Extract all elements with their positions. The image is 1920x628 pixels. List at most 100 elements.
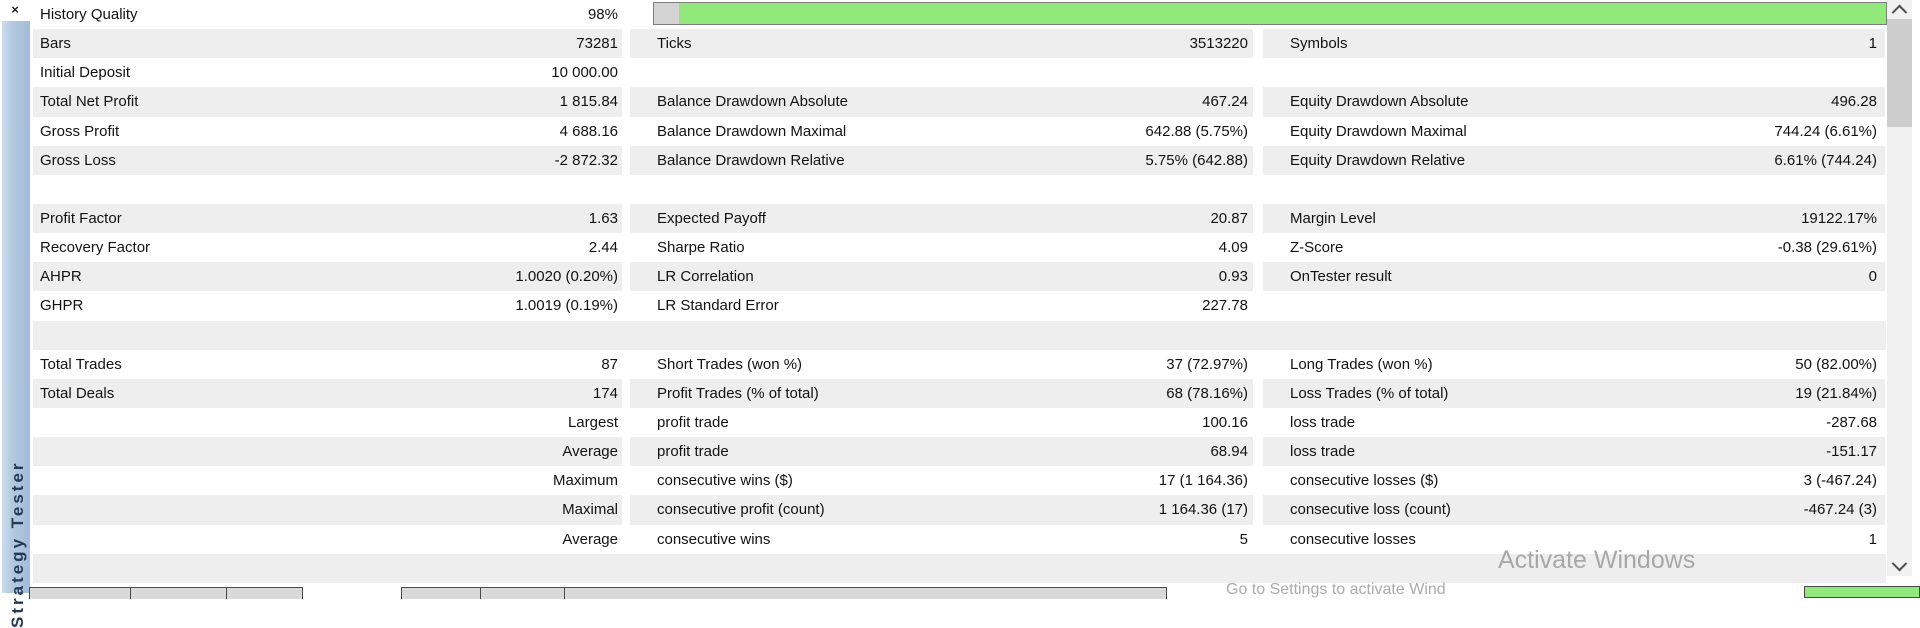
stat-value: 19122.17% [1801, 210, 1877, 228]
panel-title: Strategy Tester [8, 460, 27, 628]
stat-cell: Equity Drawdown Maximal 744.24 (6.61%) [1263, 117, 1885, 146]
close-button[interactable]: × [0, 0, 30, 21]
column-divider [564, 588, 565, 599]
stat-value: 1.0019 (0.19%) [515, 297, 618, 315]
stat-cell: loss trade -151.17 [1263, 437, 1885, 467]
stat-cell: Total Trades 87 [33, 350, 622, 379]
scroll-up-button[interactable] [1887, 0, 1912, 21]
stat-value: 744.24 (6.61%) [1774, 122, 1877, 140]
stat-cell: consecutive losses ($) 3 (-467.24) [1263, 466, 1885, 495]
stat-label: Loss Trades (% of total) [1290, 384, 1449, 402]
table-row: Profit Factor 1.63 Expected Payoff 20.87 Mar… [33, 203, 1886, 234]
stat-cell: Balance Drawdown Maximal 642.88 (5.75%) [630, 117, 1253, 146]
stat-value: 642.88 (5.75%) [1145, 122, 1248, 140]
stat-value: Average [562, 443, 618, 461]
stat-cell: Profit Factor 1.63 [33, 203, 622, 234]
stat-cell: Symbols 1 [1263, 29, 1885, 59]
scroll-down-button[interactable] [1887, 555, 1912, 576]
stat-label: profit trade [657, 414, 729, 432]
stat-cell: Equity Drawdown Relative 6.61% (744.24) [1263, 145, 1885, 175]
stat-value: 1 [1868, 530, 1877, 548]
stat-cell: Largest [33, 408, 622, 437]
stat-value: -151.17 [1826, 443, 1877, 461]
stat-value: 227.78 [1202, 297, 1248, 315]
stat-label: Total Net Profit [40, 93, 139, 111]
stat-value: Average [562, 530, 618, 548]
stat-cell: Gross Profit 4 688.16 [33, 117, 622, 146]
scrollbar-thumb[interactable] [1887, 19, 1912, 127]
vertical-scrollbar[interactable] [1887, 0, 1912, 576]
stat-label: Equity Drawdown Maximal [1290, 122, 1467, 140]
table-row: Maximum consecutive wins ($) 17 (1 164.36)… [33, 466, 1886, 495]
stat-cell: AHPR 1.0020 (0.20%) [33, 262, 622, 292]
stat-label: consecutive profit (count) [657, 501, 825, 519]
stat-value: 20.87 [1210, 210, 1248, 228]
stat-cell: consecutive losses 1 [1263, 525, 1885, 554]
stat-cell: Average [33, 525, 622, 554]
stat-cell: loss trade -287.68 [1263, 408, 1885, 437]
stat-label: Sharpe Ratio [657, 239, 745, 257]
stat-value: 1 [1868, 35, 1877, 53]
stat-cell: Total Deals 174 [33, 378, 622, 408]
stat-cell: profit trade 68.94 [630, 437, 1253, 467]
stat-cell: Sharpe Ratio 4.09 [630, 233, 1253, 262]
stat-label: Gross Loss [40, 151, 116, 169]
stat-label: Short Trades (won %) [657, 355, 803, 373]
stat-value: 6.61% (744.24) [1774, 151, 1877, 169]
stat-label: Bars [40, 35, 71, 53]
stat-cell: Ticks 3513220 [630, 29, 1253, 59]
stat-value: 3513220 [1189, 35, 1248, 53]
stat-value: -467.24 (3) [1803, 501, 1877, 519]
stat-cell: LR Standard Error 227.78 [630, 291, 1253, 320]
table-row: Maximal consecutive profit (count) 1 164.3… [33, 495, 1886, 525]
stat-label: consecutive losses [1290, 530, 1416, 548]
stat-cell: Z-Score -0.38 (29.61%) [1263, 233, 1885, 262]
stat-label: History Quality [40, 6, 138, 24]
cutoff-table-header-1 [29, 587, 303, 599]
stat-label: Total Trades [40, 355, 122, 373]
chevron-down-icon [1891, 555, 1908, 572]
stat-label: Balance Drawdown Relative [657, 151, 845, 169]
stat-cell: Short Trades (won %) 37 (72.97%) [630, 350, 1253, 379]
table-row: GHPR 1.0019 (0.19%) LR Standard Error 227.7… [33, 291, 1886, 320]
stat-label: Equity Drawdown Absolute [1290, 93, 1469, 111]
stat-value: Maximal [562, 501, 618, 519]
stat-cell: Balance Drawdown Relative 5.75% (642.88) [630, 145, 1253, 175]
stat-cell: Balance Drawdown Absolute 467.24 [630, 87, 1253, 117]
stat-cell: Loss Trades (% of total) 19 (21.84%) [1263, 378, 1885, 408]
stat-value: 73281 [576, 35, 618, 53]
stat-value: 3 (-467.24) [1803, 472, 1877, 490]
stat-cell: consecutive wins ($) 17 (1 164.36) [630, 466, 1253, 495]
table-row: Gross Loss -2 872.32 Balance Drawdown Rela… [33, 145, 1886, 175]
stat-cell: consecutive profit (count) 1 164.36 (17) [630, 495, 1253, 525]
stat-cell: Long Trades (won %) 50 (82.00%) [1263, 350, 1885, 379]
stat-cell: Equity Drawdown Absolute 496.28 [1263, 87, 1885, 117]
stat-label: Profit Trades (% of total) [657, 384, 819, 402]
stat-label: Balance Drawdown Maximal [657, 122, 847, 140]
table-row: Initial Deposit 10 000.00 [33, 58, 1886, 87]
stat-value: 98% [587, 6, 618, 24]
stat-value: Largest [567, 414, 618, 432]
stat-value: 1.63 [588, 210, 618, 228]
stat-cell: Expected Payoff 20.87 [630, 203, 1253, 234]
table-row [33, 175, 1886, 204]
stat-label: profit trade [657, 443, 729, 461]
column-divider [226, 588, 227, 599]
stat-value: -0.38 (29.61%) [1777, 239, 1877, 257]
stat-label: Gross Profit [40, 122, 120, 140]
stat-cell: Maximal [33, 495, 622, 525]
stat-value: -287.68 [1826, 414, 1877, 432]
table-row: Total Net Profit 1 815.84 Balance Drawdown… [33, 87, 1886, 117]
stat-value: 5.75% (642.88) [1145, 151, 1248, 169]
stat-label: LR Standard Error [657, 297, 779, 315]
stat-value: 2.44 [588, 239, 618, 257]
activate-windows-watermark: Activate Windows [1498, 546, 1696, 574]
stat-label: Long Trades (won %) [1290, 355, 1433, 373]
stat-label: consecutive losses ($) [1290, 472, 1439, 490]
table-row: AHPR 1.0020 (0.20%) LR Correlation 0.93 OnTe… [33, 262, 1886, 292]
table-row [33, 553, 1886, 583]
stat-cell: consecutive wins 5 [630, 525, 1253, 554]
stat-label: Profit Factor [40, 210, 122, 228]
stat-value: 100.16 [1202, 414, 1248, 432]
stat-cell: Bars 73281 [33, 29, 622, 59]
